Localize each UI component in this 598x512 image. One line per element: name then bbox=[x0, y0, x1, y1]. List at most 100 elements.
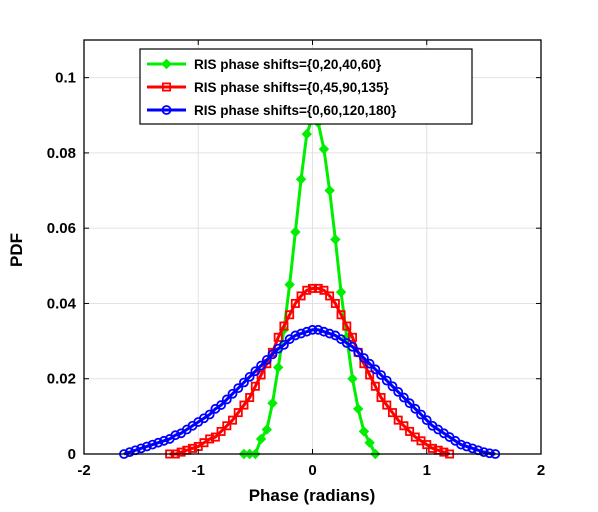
data-point bbox=[313, 283, 323, 293]
data-point bbox=[204, 409, 215, 420]
data-point bbox=[296, 291, 306, 301]
data-point bbox=[370, 381, 380, 391]
data-point bbox=[324, 185, 335, 196]
data-point bbox=[364, 358, 375, 369]
data-point bbox=[290, 298, 300, 308]
data-point bbox=[250, 381, 260, 391]
data-point bbox=[295, 174, 307, 185]
data-point bbox=[267, 397, 278, 409]
legend: RIS phase shifts={0,20,40,60} RIS phase s… bbox=[139, 48, 473, 125]
data-point bbox=[376, 393, 386, 403]
x-tick-label: 1 bbox=[423, 462, 431, 479]
data-point bbox=[239, 400, 249, 410]
data-point bbox=[410, 403, 421, 414]
data-point bbox=[393, 415, 403, 425]
y-axis-label: PDF bbox=[7, 233, 26, 267]
legend-marker bbox=[161, 105, 172, 115]
data-point bbox=[124, 447, 135, 458]
legend-entry: RIS phase shifts={0,20,40,60} bbox=[147, 57, 382, 72]
data-point bbox=[336, 310, 346, 320]
data-point bbox=[382, 400, 392, 410]
data-point bbox=[301, 326, 312, 337]
data-point bbox=[364, 437, 375, 448]
data-point bbox=[478, 447, 489, 458]
data-point bbox=[228, 415, 238, 425]
data-point bbox=[421, 415, 432, 426]
data-point bbox=[387, 381, 398, 392]
data-point bbox=[313, 324, 324, 335]
data-point bbox=[307, 283, 317, 293]
data-point bbox=[318, 143, 330, 155]
data-point bbox=[250, 366, 261, 377]
y-tick-label: 0.06 bbox=[47, 220, 76, 237]
legend-label: RIS phase shifts={0,60,120,180} bbox=[194, 103, 397, 118]
data-point bbox=[136, 443, 147, 454]
data-point bbox=[456, 439, 466, 450]
data-point bbox=[330, 234, 341, 245]
data-point bbox=[273, 362, 284, 373]
data-point bbox=[353, 347, 364, 358]
data-point bbox=[255, 433, 267, 445]
data-point bbox=[216, 426, 226, 436]
data-point bbox=[405, 426, 415, 436]
data-point bbox=[147, 439, 158, 450]
data-point bbox=[484, 448, 495, 459]
y-tick-label: 0.1 bbox=[55, 70, 76, 87]
data-point bbox=[387, 408, 397, 418]
legend-label: RIS phase shifts={0,20,40,60} bbox=[194, 57, 382, 72]
data-point bbox=[296, 328, 306, 339]
legend-entry: RIS phase shifts={0,45,90,135} bbox=[147, 80, 389, 95]
data-point bbox=[227, 388, 238, 399]
data-point bbox=[256, 360, 266, 371]
data-point bbox=[319, 285, 329, 295]
data-point bbox=[324, 328, 335, 339]
data-point bbox=[210, 432, 220, 442]
data-point bbox=[221, 394, 232, 405]
y-tick-label: 0.02 bbox=[47, 371, 76, 388]
data-point bbox=[279, 339, 289, 350]
data-point bbox=[245, 393, 255, 403]
legend-label: RIS phase shifts={0,45,90,135} bbox=[194, 80, 389, 95]
y-tick-label: 0.08 bbox=[47, 145, 76, 162]
x-tick-label: 0 bbox=[308, 462, 316, 479]
data-point bbox=[141, 441, 152, 452]
data-point bbox=[244, 371, 255, 382]
data-point bbox=[439, 447, 449, 457]
data-point bbox=[325, 291, 335, 301]
data-point bbox=[330, 298, 340, 308]
x-axis-label: Phase (radians) bbox=[249, 486, 376, 505]
data-point bbox=[376, 370, 386, 380]
data-point bbox=[284, 279, 295, 290]
data-point bbox=[347, 373, 358, 384]
data-point bbox=[398, 392, 409, 403]
data-point bbox=[461, 441, 472, 452]
data-point bbox=[399, 421, 409, 431]
data-point bbox=[205, 434, 215, 444]
data-point bbox=[404, 398, 415, 409]
y-tick-label: 0 bbox=[68, 446, 76, 463]
y-tick-label: 0.04 bbox=[47, 295, 77, 312]
data-point bbox=[347, 341, 358, 352]
data-point bbox=[290, 226, 301, 238]
x-tick-label: 2 bbox=[537, 462, 545, 479]
x-tick-label: -1 bbox=[192, 462, 205, 479]
data-point bbox=[159, 435, 169, 446]
data-point bbox=[302, 285, 312, 295]
data-point bbox=[176, 447, 186, 457]
data-point bbox=[290, 330, 301, 341]
data-point bbox=[222, 421, 232, 431]
data-point bbox=[359, 353, 369, 363]
data-point bbox=[347, 332, 357, 342]
data-point bbox=[342, 321, 352, 331]
data-point bbox=[416, 409, 426, 420]
data-point bbox=[261, 424, 273, 435]
data-point bbox=[307, 324, 318, 335]
data-point bbox=[279, 321, 289, 331]
data-point bbox=[188, 443, 198, 453]
data-point bbox=[319, 326, 329, 337]
data-point bbox=[467, 443, 478, 454]
data-point bbox=[153, 437, 164, 448]
data-point bbox=[370, 364, 381, 375]
data-point bbox=[335, 286, 347, 298]
